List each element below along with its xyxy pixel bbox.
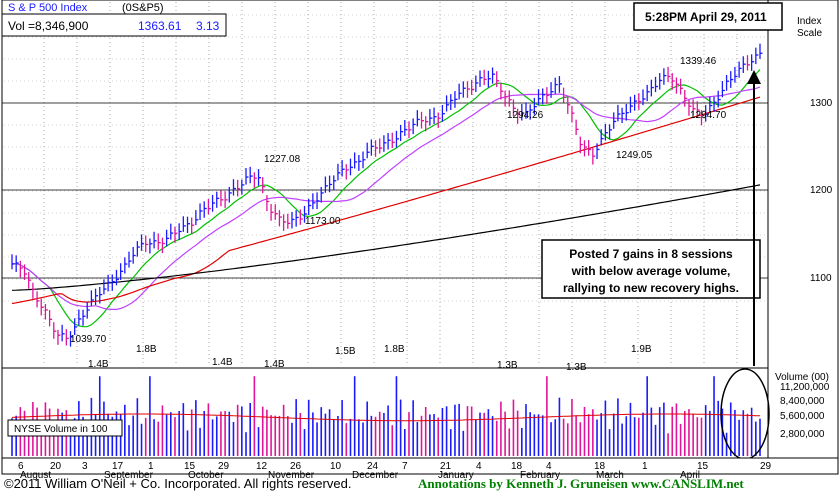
note-line-3: rallying to new recovery highs.: [563, 281, 739, 295]
date-tick-day: 24: [367, 461, 379, 472]
moving-averages: [11, 69, 761, 328]
vol-label-5: 1.8B: [384, 344, 405, 355]
volume-tick-2800000: 2,800,000: [780, 429, 825, 440]
price-tick-1300: 1300: [810, 98, 833, 109]
copyright: ©2011 William O'Neil + Co. Incorporated.…: [4, 476, 351, 491]
note-line-1: Posted 7 gains in 8 sessions: [569, 247, 733, 261]
date-tick-month: August: [20, 470, 51, 481]
date-tick-day: 7: [402, 461, 408, 472]
price-label-1339: 1339.46: [680, 56, 717, 67]
price-label-1249: 1249.05: [616, 150, 653, 161]
volume-readout: Vol =8,346,900: [8, 19, 89, 33]
volume-label-box: [7, 419, 123, 437]
date-tick-day: 20: [50, 461, 62, 472]
price-label-1294-70: 1294.70: [690, 110, 727, 121]
date-tick-month: November: [268, 470, 315, 481]
date-tick-day: 29: [218, 461, 230, 472]
vol-label-3: 1.4B: [264, 359, 285, 370]
date-tick-month: January: [438, 470, 474, 481]
note-box: [541, 239, 761, 299]
vol-label-2: 1.4B: [212, 357, 233, 368]
ma-50-line: [11, 96, 761, 305]
index-symbol: (0S&P5): [122, 2, 164, 14]
volume-average-line: [11, 413, 761, 422]
ma-10-line: [11, 69, 761, 328]
price-label-1039: 1039.70: [70, 334, 107, 345]
timestamp-box: [633, 2, 783, 31]
vol-label-1: 1.8B: [136, 344, 157, 355]
date-tick-day: 15: [184, 461, 196, 472]
timestamp: 5:28PM April 29, 2011: [645, 10, 767, 24]
date-tick-day: 17: [112, 461, 124, 472]
price-tick-1200: 1200: [810, 185, 833, 196]
annotation-arrowhead: [747, 70, 761, 84]
date-tick-day: 1: [148, 461, 154, 472]
date-tick-day: 4: [476, 461, 482, 472]
date-tick-month: October: [188, 470, 224, 481]
date-axis: [1, 457, 839, 475]
index-title: S & P 500 Index: [8, 2, 88, 14]
annotation-credit: Annotations by Kenneth J. Gruneisen www.…: [418, 476, 744, 491]
ma-21-line: [11, 86, 761, 310]
date-tick-day: 18: [511, 461, 523, 472]
volume-label: NYSE Volume in 100: [14, 424, 108, 435]
volume-tick-11200000: 11,200,000: [780, 382, 830, 393]
date-tick-month: September: [104, 470, 154, 481]
date-tick-month: April: [680, 470, 700, 481]
volume-axis-title: Volume (00): [775, 372, 829, 383]
price-tick-1100: 1100: [810, 273, 832, 284]
date-tick-day: 3: [82, 461, 88, 472]
ma-200-line: [11, 184, 761, 291]
vol-label-6: 1.3B: [497, 360, 518, 371]
date-tick-day: 4: [546, 461, 552, 472]
axis-title-index: Index: [797, 16, 821, 27]
vol-label-7: 1.3B: [566, 362, 587, 373]
vol-label-8: 1.9B: [631, 344, 652, 355]
date-tick-day: 1: [642, 461, 648, 472]
price-label-1173: 1173.00: [305, 216, 341, 227]
vol-label-4: 1.5B: [335, 346, 356, 357]
date-tick-day: 26: [290, 461, 302, 472]
date-tick-day: 18: [594, 461, 606, 472]
price-label-1294-26: 1294.26: [507, 110, 544, 121]
change-readout: 3.13: [196, 19, 220, 33]
price-bars: [11, 43, 763, 347]
note-line-2: with below average volume,: [571, 264, 731, 278]
price-label-1227: 1227.08: [264, 154, 301, 165]
date-tick-month: March: [596, 470, 624, 481]
date-tick-day: 12: [256, 461, 268, 472]
date-tick-day: 10: [330, 461, 342, 472]
date-tick-day: 6: [18, 461, 24, 472]
vol-label-0: 1.4B: [88, 359, 109, 370]
date-tick-day: 15: [697, 461, 709, 472]
date-tick-day: 29: [760, 461, 772, 472]
header-box: [1, 13, 227, 37]
date-tick-month: February: [520, 470, 560, 481]
volume-tick-5600000: 5,600,000: [780, 411, 825, 422]
date-ticks: 6 20 3 17 1 15 29 12 26 10 24 7 21 4 18 4 18 1 15 29 August S…: [18, 461, 772, 481]
price-readout: 1363.61: [138, 19, 182, 33]
date-tick-day: 21: [440, 461, 452, 472]
date-tick-month: December: [352, 470, 399, 481]
chart-frame: [1, 0, 839, 475]
axis-title-scale: Scale: [797, 28, 822, 39]
volume-tick-8400000: 8,400,000: [780, 396, 825, 407]
